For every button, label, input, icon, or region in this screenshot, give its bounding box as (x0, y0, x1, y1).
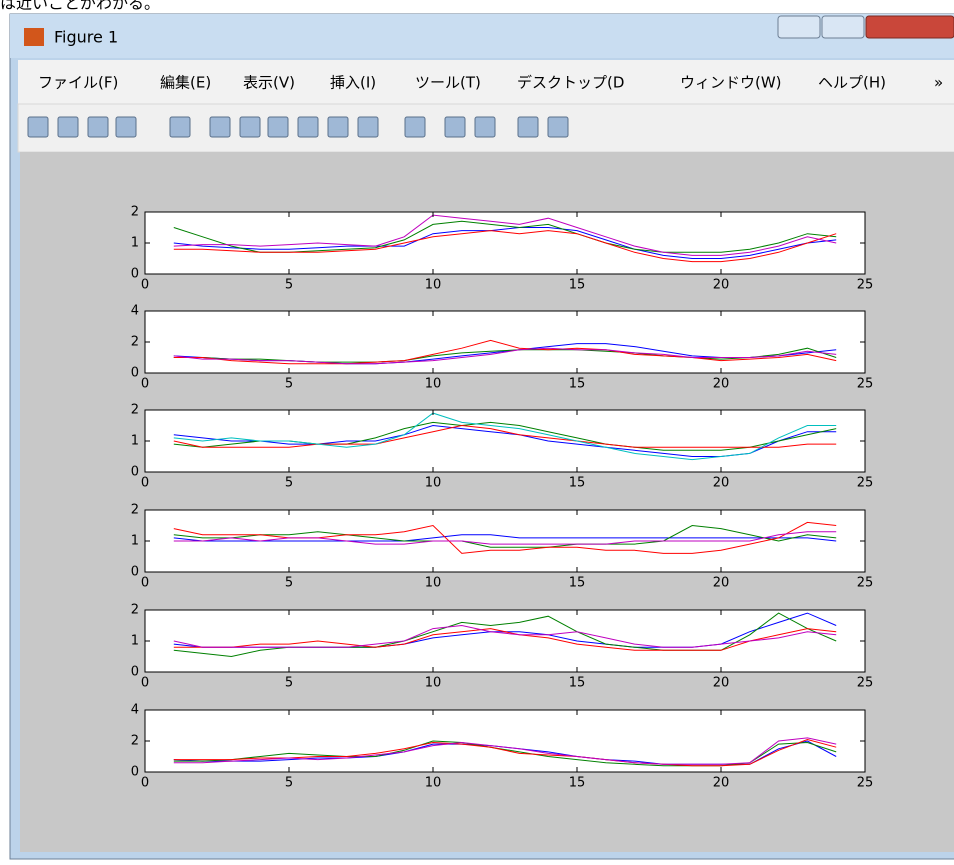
x-tick-label: 5 (285, 377, 293, 392)
y-tick-label: 2 (131, 403, 139, 418)
y-tick-label: 2 (131, 503, 139, 518)
toolbar-button[interactable] (298, 117, 318, 137)
y-tick-label: 2 (131, 335, 139, 350)
toolbar-button[interactable] (58, 117, 78, 137)
x-tick-label: 25 (857, 278, 874, 293)
x-tick-label: 25 (857, 776, 874, 791)
close-button[interactable] (866, 16, 954, 38)
app-icon (24, 28, 44, 46)
page-text: は近いことがわかる。 (0, 0, 160, 13)
y-tick-label: 0 (131, 366, 139, 381)
x-tick-label: 10 (425, 776, 442, 791)
x-tick-label: 0 (141, 676, 149, 691)
menu-item[interactable]: ヘルプ(H) (818, 74, 886, 92)
page: {"page_text": "は近いことがわかる。", "window_titl… (0, 0, 954, 861)
menu-item[interactable]: 挿入(I) (330, 74, 376, 92)
toolbar-button[interactable] (210, 117, 230, 137)
x-tick-label: 10 (425, 278, 442, 293)
y-tick-label: 2 (131, 603, 139, 618)
x-tick-label: 5 (285, 476, 293, 491)
toolbar-button[interactable] (358, 117, 378, 137)
x-tick-label: 0 (141, 377, 149, 392)
x-tick-label: 15 (569, 776, 586, 791)
x-tick-label: 0 (141, 576, 149, 591)
toolbar-button[interactable] (518, 117, 538, 137)
y-tick-label: 0 (131, 765, 139, 780)
x-tick-label: 20 (713, 476, 730, 491)
toolbar-button[interactable] (405, 117, 425, 137)
y-tick-label: 1 (131, 634, 139, 649)
y-tick-label: 4 (131, 703, 139, 718)
x-tick-label: 10 (425, 576, 442, 591)
toolbar-button[interactable] (445, 117, 465, 137)
toolbar-button[interactable] (88, 117, 108, 137)
x-tick-label: 5 (285, 576, 293, 591)
menu-item[interactable]: ツール(T) (415, 74, 481, 92)
menu-item[interactable]: 編集(E) (160, 74, 211, 92)
toolbar-button[interactable] (268, 117, 288, 137)
menu-item[interactable]: ファイル(F) (38, 74, 118, 92)
toolbar-button[interactable] (475, 117, 495, 137)
axes (145, 212, 865, 274)
toolbar-button[interactable] (548, 117, 568, 137)
x-tick-label: 0 (141, 776, 149, 791)
x-tick-label: 5 (285, 776, 293, 791)
y-tick-label: 1 (131, 534, 139, 549)
minimize-button[interactable] (778, 16, 820, 38)
x-tick-label: 15 (569, 576, 586, 591)
y-tick-label: 0 (131, 267, 139, 282)
y-tick-label: 0 (131, 665, 139, 680)
menu-item[interactable]: ウィンドウ(W) (680, 74, 782, 92)
axes (145, 311, 865, 373)
x-tick-label: 10 (425, 377, 442, 392)
toolbar-button[interactable] (328, 117, 348, 137)
x-tick-label: 20 (713, 676, 730, 691)
menu-item[interactable]: 表示(V) (243, 74, 295, 92)
x-tick-label: 5 (285, 676, 293, 691)
x-tick-label: 25 (857, 476, 874, 491)
window-title: Figure 1 (54, 28, 118, 47)
y-tick-label: 0 (131, 465, 139, 480)
x-tick-label: 20 (713, 278, 730, 293)
x-tick-label: 15 (569, 278, 586, 293)
x-tick-label: 15 (569, 476, 586, 491)
toolbar-button[interactable] (28, 117, 48, 137)
screenshot: は近いことがわかる。 Figure 1 ファイル(F) 編集(E) 表示(V) 挿入(… (0, 0, 954, 861)
axes (145, 710, 865, 772)
y-tick-label: 1 (131, 236, 139, 251)
toolbar-button[interactable] (170, 117, 190, 137)
y-tick-label: 4 (131, 304, 139, 319)
x-tick-label: 20 (713, 377, 730, 392)
menu-item[interactable]: デスクトップ(D (517, 74, 624, 92)
x-tick-label: 20 (713, 576, 730, 591)
toolbar-button[interactable] (116, 117, 136, 137)
axes (145, 610, 865, 672)
x-tick-label: 10 (425, 476, 442, 491)
x-tick-label: 10 (425, 676, 442, 691)
y-tick-label: 2 (131, 734, 139, 749)
x-tick-label: 25 (857, 676, 874, 691)
menu-overflow[interactable]: » (934, 74, 943, 92)
x-tick-label: 0 (141, 278, 149, 293)
x-tick-label: 15 (569, 377, 586, 392)
x-tick-label: 25 (857, 576, 874, 591)
menu-bar (18, 60, 954, 104)
x-tick-label: 0 (141, 476, 149, 491)
y-tick-label: 2 (131, 205, 139, 220)
maximize-button[interactable] (822, 16, 864, 38)
x-tick-label: 25 (857, 377, 874, 392)
x-tick-label: 15 (569, 676, 586, 691)
x-tick-label: 5 (285, 278, 293, 293)
x-tick-label: 20 (713, 776, 730, 791)
y-tick-label: 0 (131, 565, 139, 580)
y-tick-label: 1 (131, 434, 139, 449)
toolbar-button[interactable] (240, 117, 260, 137)
